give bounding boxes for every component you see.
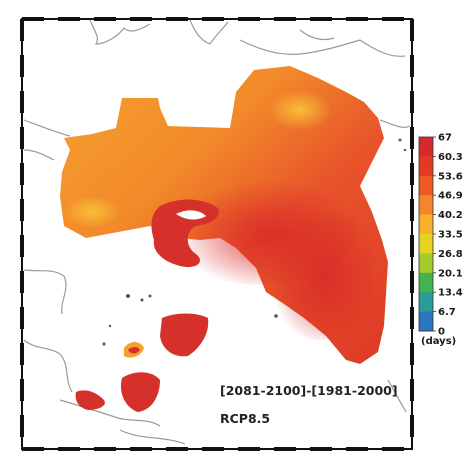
colorbar-segment (419, 311, 433, 332)
colorbar-segment (419, 137, 433, 157)
peninsula-fragment (75, 390, 105, 410)
poros-island (120, 372, 160, 412)
aegina-island (160, 313, 209, 357)
colorbar-tick-label: 60.3 (438, 152, 463, 163)
colorbar-segment (419, 234, 433, 254)
coastline-outlines (23, 19, 411, 445)
colorbar-segment (419, 272, 433, 293)
colorbar-segment (419, 195, 433, 216)
colorbar-tick-label: 33.5 (438, 230, 463, 241)
colorbar-segment (419, 214, 433, 235)
colorbar-tick-label: 0 (438, 327, 445, 338)
colorbar-tick-label: 46.9 (438, 191, 463, 202)
colorbar-segment (419, 175, 433, 196)
small-island (124, 342, 144, 358)
islet-dots (102, 138, 407, 346)
colorbar-segment (419, 156, 433, 177)
colorbar-tick-label: 20.1 (438, 268, 463, 279)
colorbar-tick-label: 53.6 (438, 171, 463, 182)
colorbar-unit-label: (days) (421, 336, 456, 347)
period-label: [2081-2100]-[1981-2000] (220, 383, 398, 398)
colorbar-tick-label: 40.2 (438, 210, 463, 221)
colorbar-segment (419, 253, 433, 274)
colorbar-tick-label: 6.7 (438, 307, 456, 318)
colorbar-legend: 67 60.3 53.6 46.9 40.2 33.5 26.8 20.1 13.4 6.7 0(d… (418, 133, 463, 347)
colorbar-tick-label: 67 (438, 133, 452, 144)
colorbar-tick-label: 13.4 (438, 288, 463, 299)
colorbar-segment (419, 292, 433, 313)
colorbar-tick-label: 26.8 (438, 249, 463, 260)
salamina-island (151, 199, 219, 268)
scenario-label: RCP8.5 (220, 411, 270, 426)
attica-mainland (60, 66, 388, 364)
